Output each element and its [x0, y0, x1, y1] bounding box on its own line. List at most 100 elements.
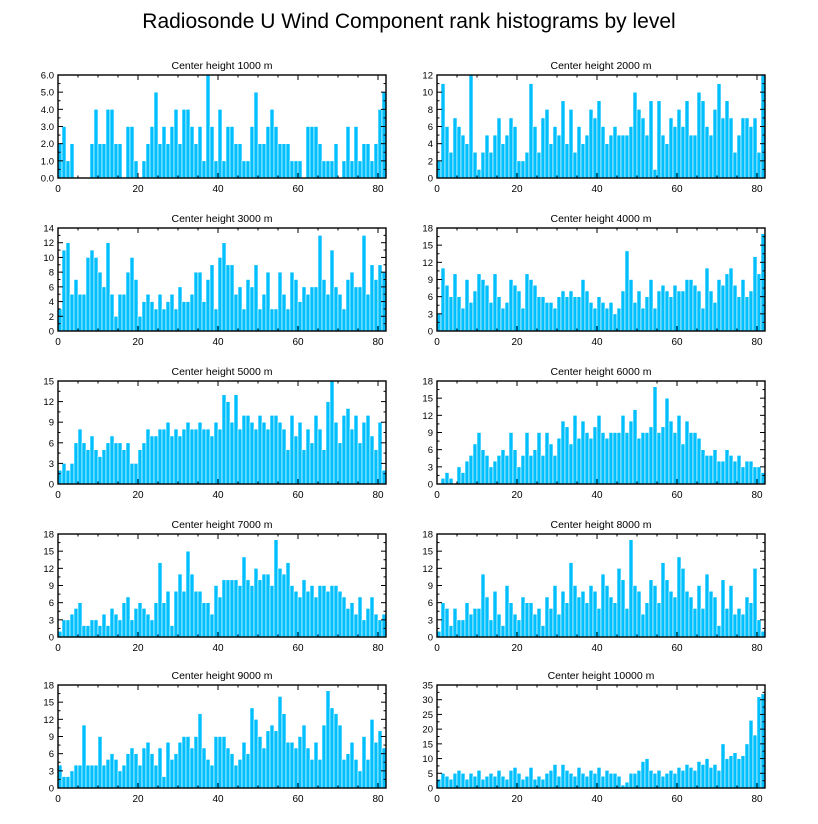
x-tick-label: 0 — [55, 490, 61, 501]
bar — [668, 770, 674, 789]
bar — [740, 117, 746, 179]
bar — [277, 568, 283, 638]
y-tick-label: 9 — [428, 428, 433, 439]
bar — [556, 134, 562, 179]
bar — [217, 428, 223, 485]
bar — [716, 625, 722, 638]
bar — [201, 301, 207, 332]
bar — [712, 764, 718, 789]
bar — [61, 776, 67, 789]
bar — [516, 290, 522, 332]
bar — [93, 764, 99, 789]
bar — [464, 143, 470, 179]
bar — [580, 590, 586, 638]
bar — [241, 308, 247, 332]
bar — [544, 432, 550, 485]
bar — [301, 579, 307, 638]
bar — [688, 279, 694, 332]
bar — [177, 573, 183, 638]
bar — [708, 767, 714, 789]
bar — [736, 608, 742, 638]
panel-title: Center height 7000 m — [172, 519, 273, 531]
bar — [133, 608, 139, 638]
bar — [337, 442, 343, 485]
bar — [680, 443, 686, 485]
bar — [460, 307, 466, 332]
panel-title: Center height 2000 m — [551, 60, 652, 72]
bar — [468, 613, 474, 638]
bar — [181, 301, 187, 332]
bar — [157, 747, 163, 789]
bar — [73, 608, 79, 638]
bar — [576, 296, 582, 332]
bar — [93, 619, 99, 638]
bar — [536, 432, 542, 485]
bar — [740, 279, 746, 332]
bar — [672, 596, 678, 638]
bar — [357, 770, 363, 789]
bar — [480, 449, 486, 485]
bar — [101, 764, 107, 789]
bar — [113, 613, 119, 638]
bar — [105, 109, 111, 179]
bar — [568, 562, 574, 638]
bar — [752, 734, 758, 789]
bar — [464, 460, 470, 485]
bar — [177, 286, 183, 332]
y-tick-label: 0 — [428, 327, 433, 338]
bar — [281, 143, 287, 179]
y-tick-label: 15 — [422, 547, 433, 558]
bar — [337, 590, 343, 638]
bar — [169, 126, 175, 179]
bar — [253, 719, 259, 789]
y-tick-label: 3 — [49, 615, 54, 626]
bar — [488, 151, 494, 179]
bar — [101, 449, 107, 485]
y-tick-label: 18 — [422, 377, 433, 388]
bar — [548, 302, 554, 332]
bar — [508, 602, 514, 638]
y-tick-label: 15 — [422, 241, 433, 252]
bar — [604, 770, 610, 789]
bar — [648, 579, 654, 638]
bar — [325, 690, 331, 789]
y-tick-label: 12 — [422, 71, 433, 82]
bar — [632, 585, 638, 638]
bar — [632, 302, 638, 332]
bar — [117, 442, 123, 485]
bar — [604, 585, 610, 638]
bar — [173, 590, 179, 638]
x-tick-label: 60 — [292, 337, 304, 348]
bar — [105, 625, 111, 638]
bar — [245, 279, 251, 332]
bar — [500, 143, 506, 179]
bar — [241, 741, 247, 789]
bar — [269, 724, 275, 789]
bar — [345, 608, 351, 638]
bar — [265, 573, 271, 638]
bar — [440, 267, 446, 332]
panel-10: Center height 10000 m 0 20 40 60 80 0 5 10 15 20 25… — [422, 670, 766, 805]
bar — [149, 753, 155, 789]
bar — [448, 477, 454, 485]
bar — [245, 160, 251, 179]
bar — [592, 117, 598, 179]
bar — [656, 432, 662, 485]
bar — [532, 778, 538, 789]
bar — [632, 409, 638, 485]
bar — [644, 296, 650, 332]
bar — [65, 776, 71, 789]
bar — [333, 286, 339, 332]
x-tick-label: 80 — [751, 184, 763, 195]
bar — [89, 143, 95, 179]
bar — [249, 585, 255, 638]
bar — [93, 449, 99, 485]
bar — [193, 736, 199, 789]
bar — [221, 394, 227, 485]
bar — [69, 143, 75, 179]
bar — [317, 143, 323, 179]
bar — [261, 421, 267, 485]
bar — [245, 579, 251, 638]
bar — [89, 619, 95, 638]
x-tick-label: 80 — [751, 337, 763, 348]
